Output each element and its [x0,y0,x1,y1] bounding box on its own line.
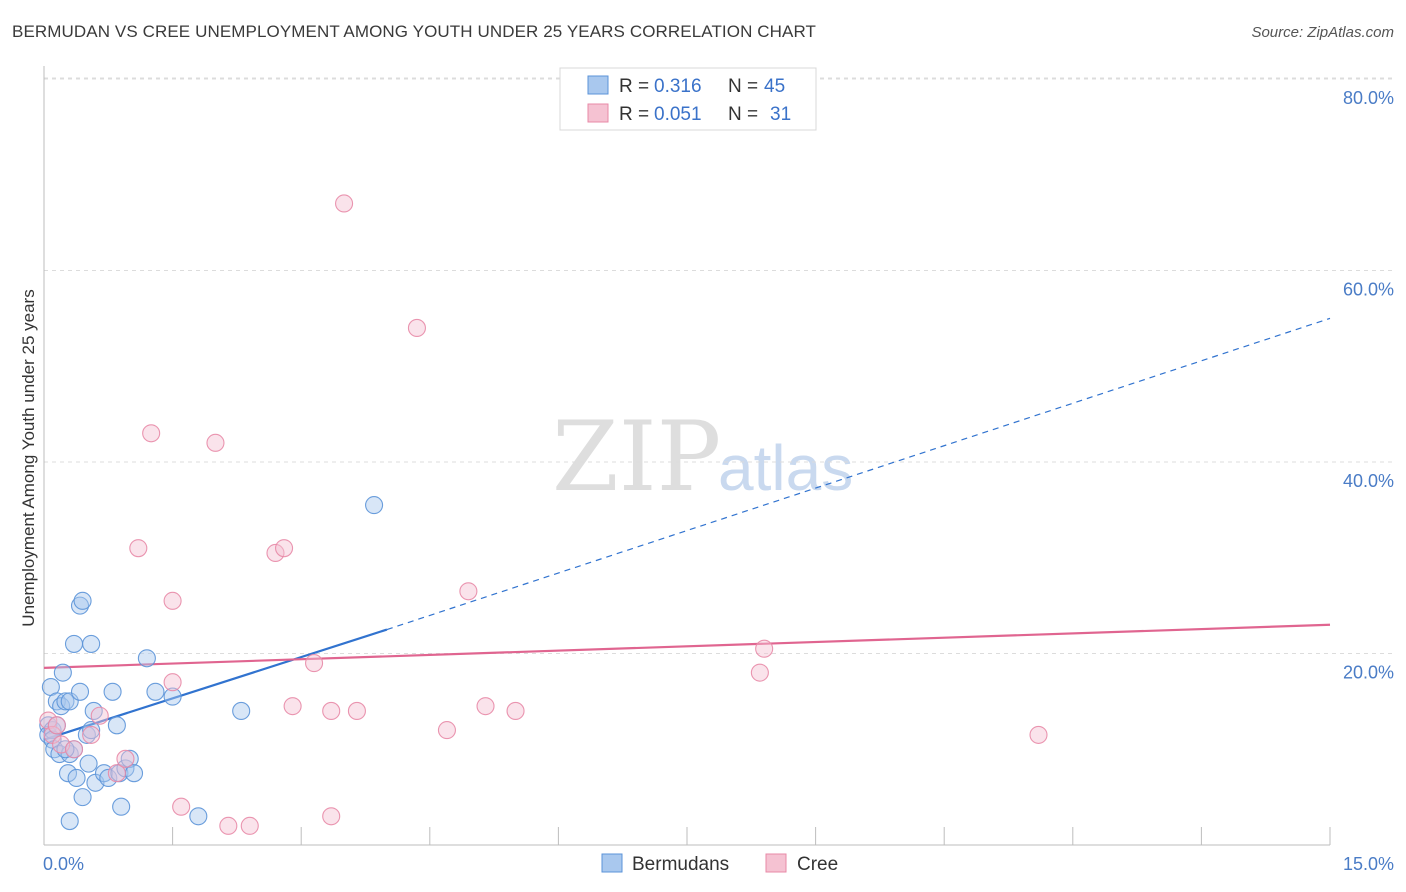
legend-r-value-1: 0.316 [654,76,702,97]
point-cree-26 [437,721,456,740]
x-tick-max: 15.0% [1343,854,1394,874]
point-cree-5 [82,725,101,744]
point-bermudans-12 [60,812,79,831]
y-tick-label-60: 60.0% [1343,280,1394,300]
point-cree-6 [90,706,109,725]
bottom-swatch-cree [765,853,787,873]
axes [43,66,1331,846]
legend-n-value-1: 45 [764,76,785,97]
point-bermudans-33 [116,759,135,778]
point-bermudans-24 [82,634,101,653]
point-cree-21 [322,701,341,721]
trend-lines [43,317,1331,741]
point-cree-4 [64,740,84,759]
data-points [39,194,1048,835]
point-cree-10 [142,424,161,443]
point-cree-11 [163,673,182,692]
point-cree-13 [172,797,191,816]
legend-swatch-bermudans [587,75,609,95]
point-cree-24 [347,701,366,721]
trend-line-bermudans [43,628,388,741]
legend-r-label-2: R = [619,104,649,125]
point-bermudans-37 [146,682,165,701]
y-tick-label-20: 20.0% [1343,663,1394,683]
stats-legend: R = 0.316 N = 45 R = 0.051 N = 31 [559,67,817,131]
point-bermudans-38 [163,687,182,706]
point-bermudans-44 [82,721,101,740]
legend-n-label-1: N = [728,76,758,97]
point-cree-27 [459,582,478,601]
point-cree-31 [755,639,774,658]
point-cree-8 [116,749,135,768]
point-bermudans-32 [112,797,131,816]
point-bermudans-40 [232,701,251,721]
point-bermudans-20 [73,788,92,807]
point-bermudans-10 [56,692,75,711]
point-cree-29 [506,701,525,721]
point-bermudans-21 [73,591,92,610]
point-bermudans-19 [70,596,90,615]
watermark-atlas: atlas [718,432,853,504]
point-bermudans-17 [67,768,86,788]
point-bermudans-34 [120,749,139,768]
point-cree-32 [1029,725,1048,744]
y-tick-label-40: 40.0% [1343,471,1394,491]
point-cree-15 [219,816,238,835]
point-bermudans-36 [137,649,156,668]
legend-swatch-cree [587,103,609,123]
point-cree-9 [129,539,148,558]
point-cree-23 [335,194,354,213]
y-axis-label: Unemployment Among Youth under 25 years [19,289,38,626]
bottom-swatch-bermudans [601,853,623,873]
source-credit: Source: ZipAtlas.com [1251,24,1394,41]
bottom-legend-bermudans: Bermudans [632,854,729,875]
point-bermudans-18 [70,682,90,701]
trend-line-cree [43,623,1331,669]
trend-line-bermudans-extension [386,317,1331,631]
bottom-legend-cree: Cree [797,854,838,875]
legend-r-value-2: 0.051 [654,104,702,125]
point-cree-17 [266,543,285,563]
gridlines: 20.0% 40.0% 60.0% 80.0% [44,77,1394,683]
point-cree-19 [283,697,302,716]
legend-r-label-1: R = [619,76,649,97]
point-bermudans-41 [365,496,384,515]
point-bermudans-25 [84,701,103,721]
point-cree-0 [39,711,58,730]
y-tick-label-80: 80.0% [1343,88,1394,108]
point-cree-18 [275,539,294,558]
point-cree-16 [240,816,259,835]
x-tick-min: 0.0% [43,854,84,874]
point-cree-7 [107,764,126,783]
watermark-zip: ZIP [552,401,721,513]
point-cree-22 [322,807,341,826]
point-cree-2 [47,716,66,735]
point-cree-12 [163,591,182,610]
point-bermudans-23 [79,754,98,773]
point-cree-14 [206,433,225,452]
point-bermudans-30 [107,716,126,735]
legend-n-value-2: 31 [770,104,791,125]
legend-n-label-2: N = [728,104,758,125]
point-cree-20 [305,654,324,673]
series-legend: Bermudans Cree [601,853,838,875]
point-bermudans-15 [64,634,84,653]
point-bermudans-9 [53,663,72,682]
point-bermudans-29 [103,682,122,701]
point-bermudans-28 [99,768,118,788]
point-bermudans-39 [189,807,208,826]
point-cree-30 [750,663,769,682]
chart-title: BERMUDAN VS CREE UNEMPLOYMENT AMONG YOUT… [12,22,817,41]
point-cree-25 [407,318,426,338]
point-bermudans-11 [58,764,78,783]
point-cree-28 [476,697,495,716]
